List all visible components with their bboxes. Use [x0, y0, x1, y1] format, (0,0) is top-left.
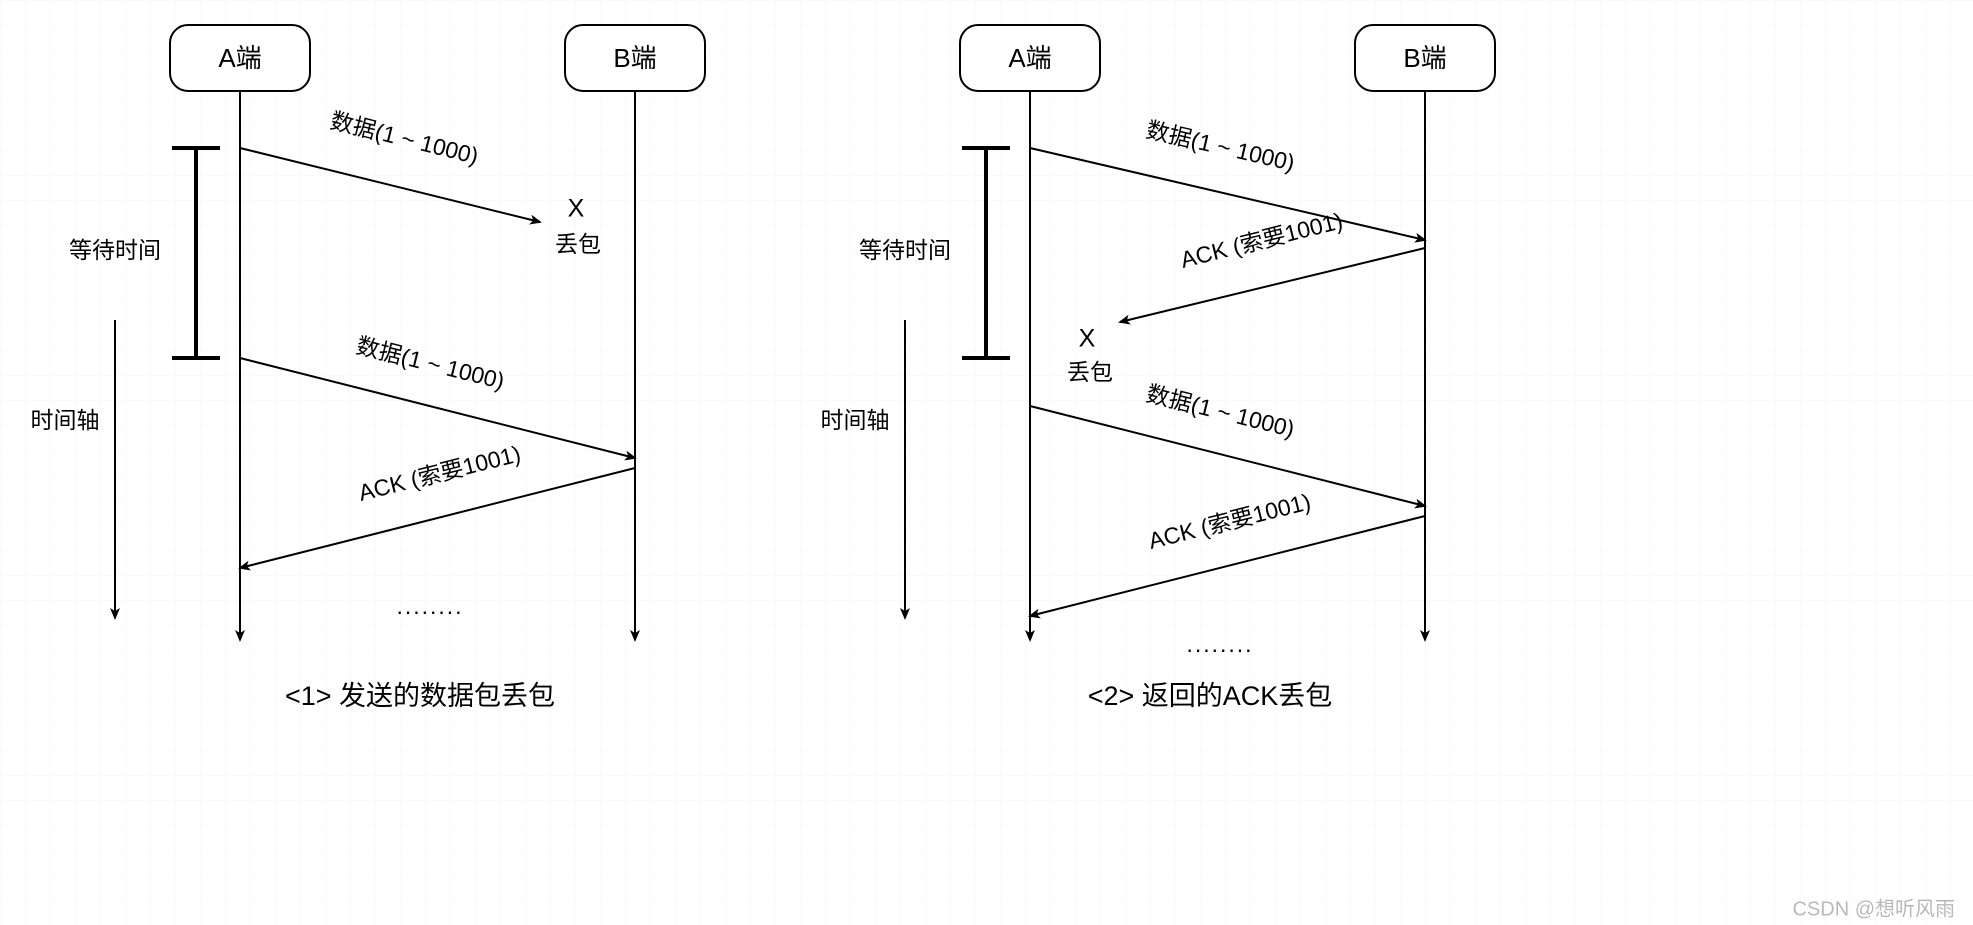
endpoint-label: A端 [218, 43, 261, 73]
panel-caption: <1> 发送的数据包丢包 [285, 681, 555, 711]
watermark: CSDN @想听风雨 [1792, 897, 1955, 920]
loss-x-icon: X [1079, 325, 1096, 353]
wait-label: 等待时间 [859, 237, 951, 263]
wait-label: 等待时间 [69, 237, 161, 263]
loss-label: 丢包 [1067, 359, 1113, 385]
endpoint-label: B端 [613, 43, 656, 73]
endpoint-label: A端 [1008, 43, 1051, 73]
ellipsis: ........ [396, 593, 463, 619]
time-axis-label: 时间轴 [821, 407, 890, 433]
loss-x-icon: X [568, 195, 585, 223]
endpoint-label: B端 [1403, 43, 1446, 73]
grid-bg [0, 0, 1973, 925]
time-axis-label: 时间轴 [31, 407, 100, 433]
panel-caption: <2> 返回的ACK丢包 [1088, 681, 1333, 711]
ellipsis: ........ [1186, 631, 1253, 657]
loss-label: 丢包 [555, 231, 601, 257]
